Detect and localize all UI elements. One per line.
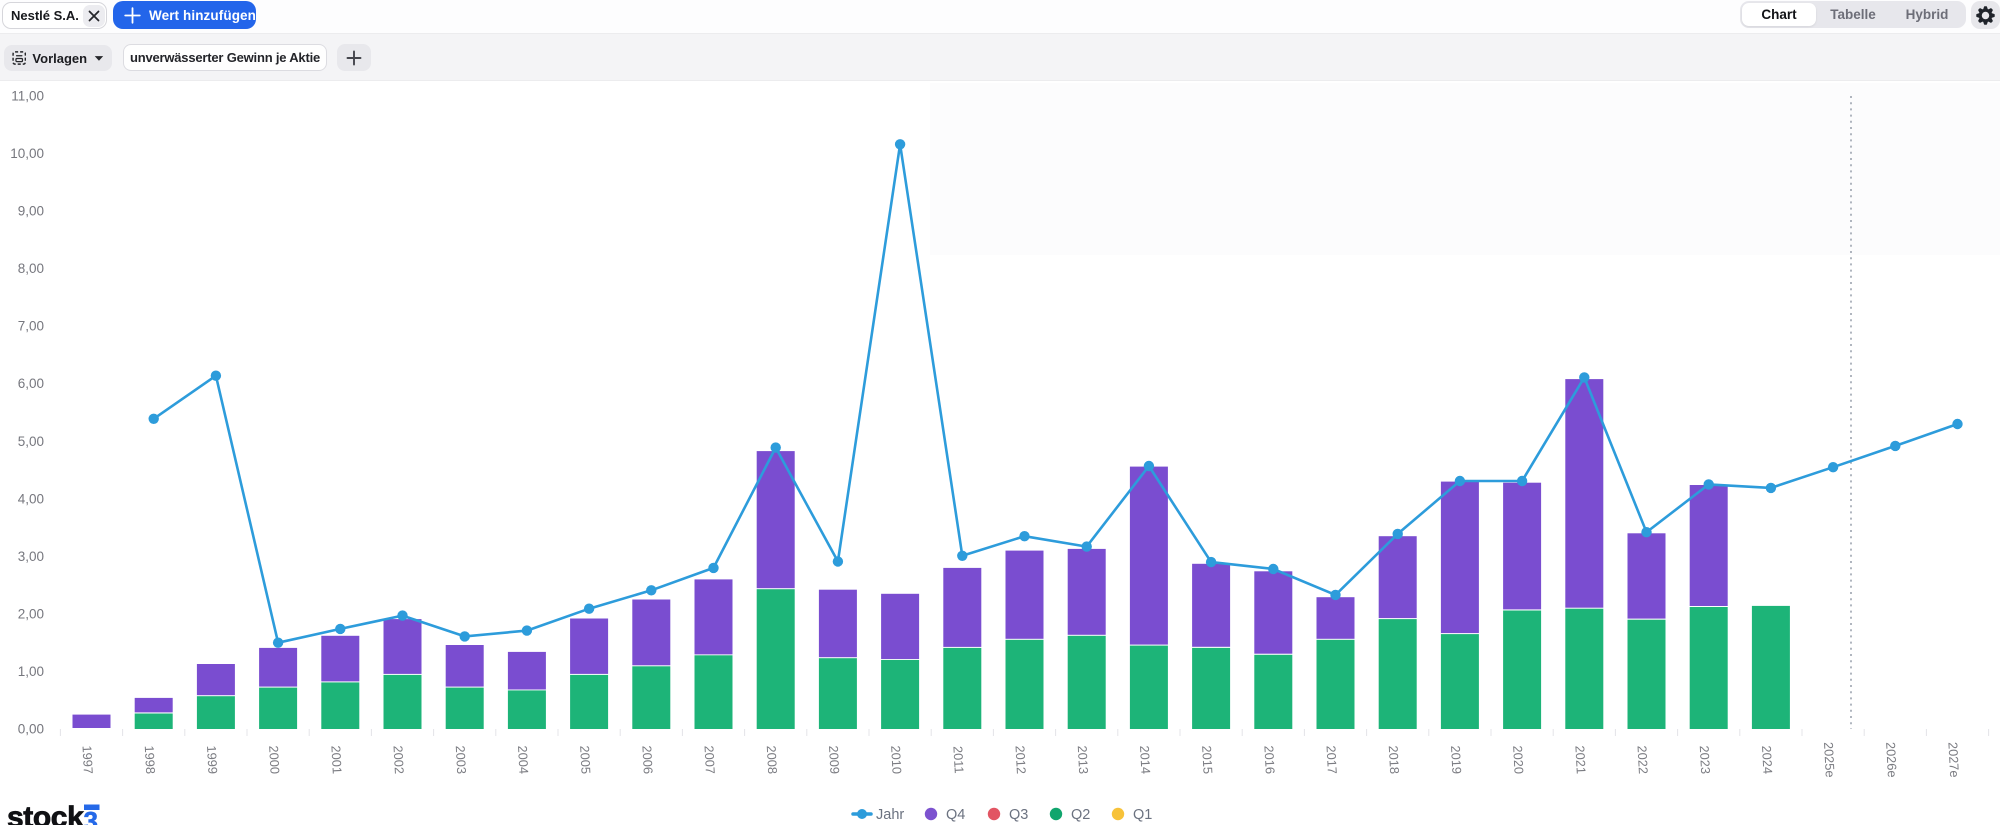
svg-text:2003: 2003 — [453, 745, 469, 774]
svg-text:0,00: 0,00 — [18, 722, 44, 737]
svg-text:9,00: 9,00 — [18, 204, 44, 219]
svg-text:2017: 2017 — [1324, 745, 1340, 774]
svg-text:2004: 2004 — [515, 745, 531, 774]
svg-text:2013: 2013 — [1075, 745, 1091, 774]
svg-text:8,00: 8,00 — [18, 261, 44, 276]
svg-text:2020: 2020 — [1510, 745, 1526, 774]
svg-text:2016: 2016 — [1261, 745, 1277, 774]
svg-text:2027e: 2027e — [1945, 742, 1962, 778]
svg-text:2025e: 2025e — [1821, 742, 1838, 778]
svg-text:Q3: Q3 — [1009, 807, 1028, 823]
svg-text:2000: 2000 — [266, 745, 282, 774]
svg-text:2018: 2018 — [1386, 745, 1402, 774]
svg-text:11,00: 11,00 — [11, 89, 44, 104]
svg-text:2022: 2022 — [1635, 745, 1651, 774]
svg-text:2011: 2011 — [950, 746, 966, 774]
svg-text:2026e: 2026e — [1883, 742, 1900, 778]
svg-text:Q4: Q4 — [946, 807, 965, 823]
svg-text:2005: 2005 — [577, 745, 593, 774]
svg-text:2009: 2009 — [826, 745, 842, 774]
svg-text:2008: 2008 — [764, 745, 780, 774]
svg-text:4,00: 4,00 — [18, 491, 44, 506]
svg-text:2007: 2007 — [702, 745, 718, 774]
svg-text:1,00: 1,00 — [18, 664, 44, 679]
svg-text:2,00: 2,00 — [18, 606, 44, 621]
svg-text:1999: 1999 — [204, 745, 220, 774]
svg-text:1998: 1998 — [142, 745, 158, 774]
svg-text:10,00: 10,00 — [10, 146, 44, 161]
svg-text:2002: 2002 — [391, 745, 407, 774]
svg-text:2010: 2010 — [888, 745, 904, 774]
svg-text:7,00: 7,00 — [18, 319, 44, 334]
svg-text:3,00: 3,00 — [18, 549, 44, 564]
svg-text:2024: 2024 — [1759, 745, 1775, 774]
svg-text:Jahr: Jahr — [876, 807, 904, 823]
svg-text:Q1: Q1 — [1133, 807, 1152, 823]
svg-text:2014: 2014 — [1137, 745, 1153, 774]
svg-text:2019: 2019 — [1448, 745, 1464, 774]
svg-text:stock: stock — [7, 801, 84, 825]
svg-text:Q2: Q2 — [1071, 807, 1090, 823]
svg-text:2006: 2006 — [639, 745, 655, 774]
svg-text:1997: 1997 — [80, 745, 96, 774]
svg-text:2021: 2021 — [1572, 745, 1588, 774]
svg-text:3: 3 — [84, 806, 98, 825]
svg-text:2001: 2001 — [328, 745, 344, 774]
svg-text:2015: 2015 — [1199, 745, 1215, 774]
svg-text:6,00: 6,00 — [18, 376, 44, 391]
svg-text:5,00: 5,00 — [18, 434, 44, 449]
svg-text:2023: 2023 — [1697, 745, 1713, 774]
svg-text:2012: 2012 — [1013, 745, 1029, 774]
